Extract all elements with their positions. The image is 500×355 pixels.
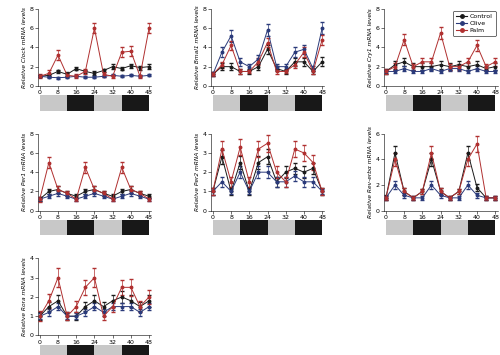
Bar <box>67 95 94 110</box>
Bar <box>240 95 268 110</box>
Y-axis label: Relative Per1 mRNA levels: Relative Per1 mRNA levels <box>22 133 28 211</box>
Bar <box>440 95 468 110</box>
Bar <box>40 345 67 355</box>
Bar <box>213 95 240 110</box>
Bar <box>94 345 122 355</box>
Y-axis label: Relative Cry1 mRNA levels: Relative Cry1 mRNA levels <box>368 8 374 87</box>
Bar <box>468 95 495 110</box>
Bar <box>413 95 440 110</box>
Bar <box>295 95 322 110</box>
Bar <box>94 95 122 110</box>
Y-axis label: Relative Rora mRNA levels: Relative Rora mRNA levels <box>22 258 28 336</box>
Bar <box>122 345 149 355</box>
Bar <box>268 220 295 235</box>
Bar <box>295 220 322 235</box>
Bar <box>122 220 149 235</box>
Bar <box>386 95 413 110</box>
Y-axis label: Relative Per2 mRNA levels: Relative Per2 mRNA levels <box>196 133 200 211</box>
Bar <box>40 220 67 235</box>
Bar <box>240 220 268 235</box>
Bar <box>268 95 295 110</box>
Legend: Control, Olive, Palm: Control, Olive, Palm <box>453 11 496 36</box>
Bar <box>386 220 413 235</box>
Bar <box>413 220 440 235</box>
Bar <box>67 220 94 235</box>
Y-axis label: Relative Clock mRNA levels: Relative Clock mRNA levels <box>22 7 28 88</box>
Bar <box>40 95 67 110</box>
Bar <box>94 220 122 235</box>
Bar <box>440 220 468 235</box>
Y-axis label: Relative Rev-erbα mRNA levels: Relative Rev-erbα mRNA levels <box>368 126 374 218</box>
Bar <box>468 220 495 235</box>
Bar <box>67 345 94 355</box>
Bar <box>122 95 149 110</box>
Bar <box>213 220 240 235</box>
Y-axis label: Relative Bmal1 mRNA levels: Relative Bmal1 mRNA levels <box>196 6 200 89</box>
